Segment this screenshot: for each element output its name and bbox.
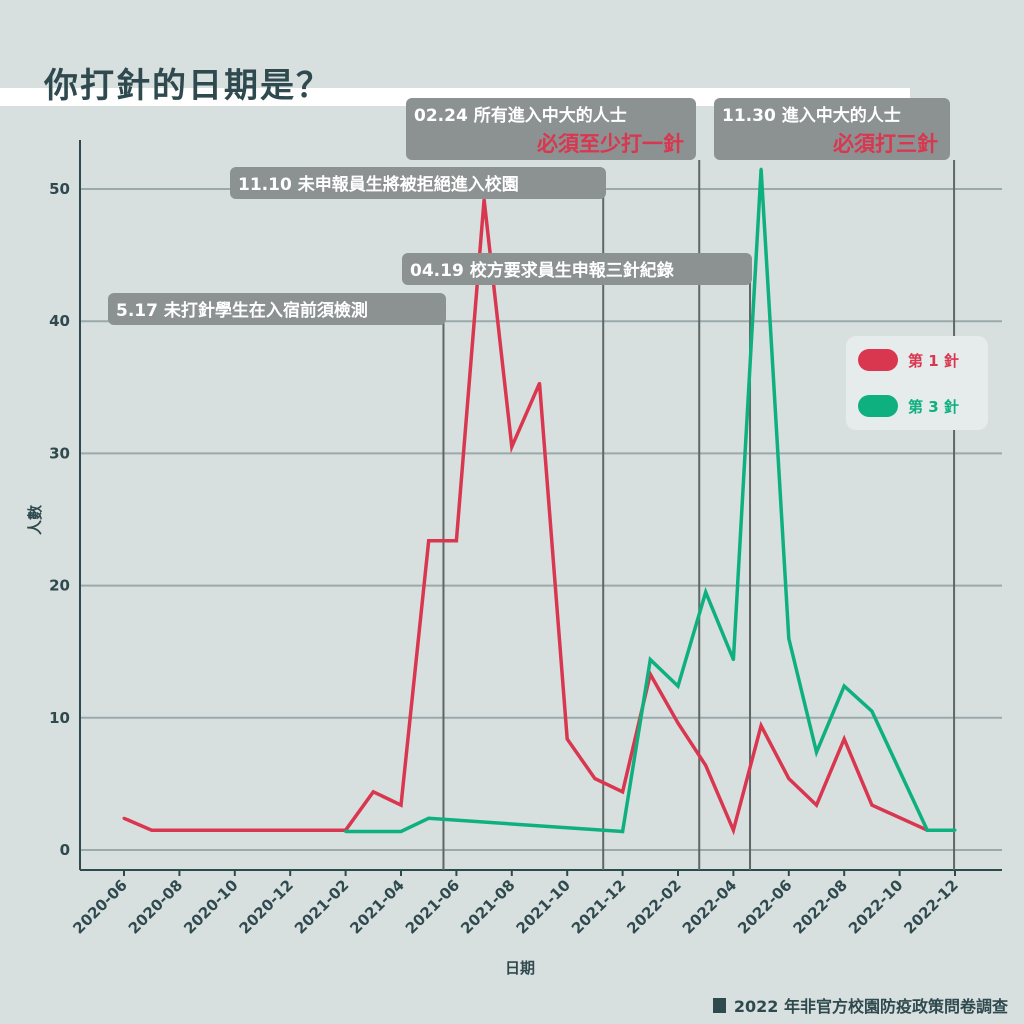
series-1-point-12 [621,790,625,794]
x-axis-label: 日期 [505,959,535,977]
series-1-point-6 [454,539,458,543]
annotation-labels: 5.17 未打針學生在入宿前須檢測 11.10 未申報員生將被拒絕進入校園 02.2… [108,98,950,325]
annotation-emphasis-2: 必須至少打一針 [537,132,684,156]
x-tick-label-2021-04: 2021-04 [346,876,407,937]
y-axis-label: 人數 [26,505,44,535]
series-1-point-20 [842,737,846,741]
footer-source: 2022 年非官方校園防疫政策問卷調查 [712,993,1008,1017]
annotation-text-3: 04.19 校方要求員生申報三針紀錄 [410,260,674,281]
x-tick-label-2022-02: 2022-02 [623,876,684,937]
series-line-2 [345,169,955,834]
annotation-text-0: 5.17 未打針學生在入宿前須檢測 [116,300,368,321]
y-tick-label-40: 40 [49,312,70,330]
legend-swatch-2 [858,395,898,417]
annotation-emphasis-4: 必須打三針 [833,132,938,156]
series-1-point-4 [399,803,403,807]
series-2-point-2 [427,816,431,820]
y-tick-label-30: 30 [49,444,70,462]
annotation-text-1: 11.10 未申報員生將被拒絕進入校園 [238,174,519,195]
series-2-point-3 [621,829,625,833]
series-2-point-5 [676,684,680,688]
chart-title: 你打針的日期是？ [44,66,332,106]
series-1-point-10 [565,737,569,741]
x-tick-label-2021-12: 2021-12 [568,876,629,937]
legend-swatch-1 [858,349,898,371]
y-tick-labels: 0 10 20 30 40 50 [49,180,70,859]
series-1-point-18 [787,777,791,781]
legend: 第 1 針第 3 針 [846,336,988,430]
grid-lines [80,188,1002,851]
series-1-point-0 [122,816,126,820]
x-tick-label-2020-10: 2020-10 [180,876,241,937]
axes [79,140,1002,871]
x-tick-label-2022-12: 2022-12 [900,876,961,937]
annotation-box-3 [402,253,752,285]
series-2-point-11 [842,684,846,688]
series-1-point-17 [759,724,763,728]
series-1-point-8 [510,445,514,449]
x-tick-labels: 2020-062020-082020-102020-122021-022021-… [69,870,962,938]
series-1-point-16 [731,828,735,832]
y-tick-label-0: 0 [60,841,70,859]
y-tick-label-20: 20 [49,577,70,595]
footer-text: 2022 年非官方校園防疫政策問卷調查 [733,997,1008,1016]
legend-label-1: 第 1 針 [908,352,959,370]
legend-label-2: 第 3 針 [908,398,959,416]
x-tick-label-2021-02: 2021-02 [291,876,352,937]
x-tick-label-2020-06: 2020-06 [69,876,130,937]
x-tick-label-2022-06: 2022-06 [734,876,795,937]
series-2-point-13 [898,769,902,773]
series-2-point-1 [399,829,403,833]
annotation-text-2: 02.24 所有進入中大的人士 [414,105,627,126]
series-2-point-12 [870,709,874,713]
y-tick-label-50: 50 [49,180,70,198]
x-tick-label-2021-10: 2021-10 [513,876,574,937]
series-2-point-4 [648,658,652,662]
series-2-point-14 [925,828,929,832]
series-lines [122,167,957,836]
annotation-box-1 [230,167,606,199]
series-1-point-5 [427,539,431,543]
annotation-box-4 [714,98,950,160]
annotation-box-0 [108,293,446,325]
series-1-point-11 [593,777,597,781]
x-tick-label-2021-08: 2021-08 [457,876,518,937]
series-1-point-3 [371,790,375,794]
series-2-point-10 [815,750,818,754]
x-tick-label-2020-12: 2020-12 [236,876,297,937]
series-2-point-8 [759,167,763,171]
series-1-point-9 [538,381,541,385]
series-2-point-15 [953,828,957,832]
series-1-point-14 [676,721,680,725]
series-2-point-0 [344,829,348,833]
x-tick-label-2022-04: 2022-04 [679,876,740,937]
x-tick-label-2021-06: 2021-06 [402,876,463,937]
series-2-point-6 [704,590,708,594]
series-1-point-21 [870,803,874,807]
series-1-point-19 [815,803,818,807]
annotation-box-2 [406,98,696,160]
x-tick-label-2020-08: 2020-08 [125,876,186,937]
x-tick-label-2022-08: 2022-08 [790,876,851,937]
footer-square-icon [712,998,726,1013]
annotation-text-4: 11.30 進入中大的人士 [722,105,901,126]
y-tick-label-10: 10 [49,709,70,727]
series-2-point-9 [787,636,791,640]
series-2-point-7 [731,658,735,662]
series-1-point-1 [150,828,154,832]
series-1-point-15 [704,763,708,767]
x-tick-label-2022-10: 2022-10 [845,876,906,937]
